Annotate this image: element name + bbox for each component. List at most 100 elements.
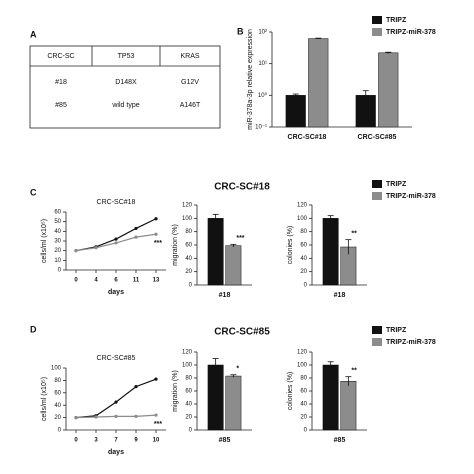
- group-title: CRC-SC#85: [214, 327, 270, 338]
- y-tick-label: 50: [54, 219, 61, 225]
- table-header: CRC-SC: [47, 53, 74, 60]
- line: [75, 378, 157, 419]
- panel-letter: C: [30, 187, 37, 197]
- y-tick-label: 20: [185, 269, 192, 275]
- y-tick-label: 20: [300, 269, 307, 275]
- y-axis-label: colonies (%): [287, 226, 294, 265]
- table: CRC-SC TP53 KRAS #18 D148X G12V #85 wild…: [29, 45, 221, 129]
- x-tick-label: 3: [94, 438, 98, 444]
- point: [74, 249, 78, 253]
- y-tick-label: 0: [189, 428, 193, 434]
- y-tick-label: 0: [58, 428, 62, 434]
- legend-swatch: [372, 16, 382, 24]
- x-tick-label: #18: [219, 292, 231, 299]
- y-tick-label: 40: [300, 256, 307, 262]
- y-axis-label: cells/ml (x10⁵): [41, 219, 48, 263]
- y-tick-label: 0: [189, 283, 193, 289]
- bar: [378, 52, 399, 128]
- y-tick-label: 60: [185, 243, 192, 249]
- y-tick-label: 30: [54, 239, 61, 245]
- x-tick-label: 13: [153, 278, 160, 284]
- point: [94, 246, 98, 250]
- bar: [285, 95, 306, 128]
- y-tick-label: 60: [185, 389, 192, 395]
- y-tick-label: 10⁰: [258, 92, 268, 99]
- point: [154, 217, 158, 221]
- y-tick-label: 10²: [258, 30, 267, 36]
- y-tick-label: 100: [297, 216, 308, 222]
- bar: [225, 245, 242, 286]
- y-tick-label: 40: [300, 402, 307, 408]
- x-tick-label: 10: [153, 438, 160, 444]
- y-axis-label: cells/ml (x10⁵): [41, 377, 48, 421]
- table-header: KRAS: [180, 53, 199, 60]
- chart-title: CRC-SC#85: [97, 355, 136, 362]
- y-tick-label: 10¹: [258, 61, 267, 67]
- y-tick-label: 80: [300, 229, 307, 235]
- x-tick-label: 0: [74, 278, 78, 284]
- y-tick-label: 60: [300, 243, 307, 249]
- table-cell: wild type: [111, 102, 139, 109]
- annotation: ***: [236, 235, 244, 242]
- bar: [207, 364, 224, 431]
- table-cell: #85: [55, 102, 67, 109]
- annotation: **: [351, 368, 357, 375]
- x-tick-label: 4: [94, 278, 98, 284]
- legend-swatch: [372, 338, 382, 346]
- y-tick-label: 100: [297, 363, 308, 369]
- point: [154, 413, 158, 417]
- point: [134, 385, 138, 389]
- y-tick-label: 80: [185, 376, 192, 382]
- y-tick-label: 100: [51, 366, 62, 372]
- legend-label: TRIPZ-miR-378: [386, 193, 436, 200]
- x-tick-label: #18: [334, 292, 346, 299]
- x-tick-label: CRC-SC#85: [358, 134, 397, 141]
- annotation: *: [236, 366, 239, 373]
- point: [114, 237, 118, 241]
- y-tick-label: 120: [182, 203, 193, 209]
- y-tick-label: 80: [300, 376, 307, 382]
- legend-label: TRIPZ: [386, 327, 407, 334]
- y-tick-label: 20: [54, 248, 61, 254]
- table-header: TP53: [118, 53, 135, 60]
- annotation: ***: [154, 240, 162, 247]
- point: [114, 400, 118, 404]
- bar: [322, 364, 339, 431]
- legend-swatch: [372, 192, 382, 200]
- table-cell: #18: [55, 79, 67, 86]
- x-axis-label: days: [108, 449, 124, 456]
- bar: [340, 381, 357, 431]
- y-tick-label: 60: [54, 210, 61, 216]
- x-tick-label: 11: [133, 278, 140, 284]
- y-tick-label: 40: [54, 229, 61, 235]
- y-tick-label: 0: [304, 428, 308, 434]
- y-tick-label: 0: [304, 283, 308, 289]
- point: [154, 377, 158, 381]
- group-title: CRC-SC#18: [214, 182, 270, 193]
- legend-swatch: [372, 28, 382, 36]
- point: [134, 414, 138, 418]
- legend-swatch: [372, 180, 382, 188]
- line: [75, 218, 157, 252]
- bar: [207, 218, 224, 286]
- y-axis-label: miR-378a-3p relative expression: [247, 29, 254, 130]
- legend-swatch: [372, 326, 382, 334]
- x-axis-label: days: [108, 289, 124, 296]
- y-tick-label: 20: [300, 415, 307, 421]
- y-tick-label: 60: [54, 390, 61, 396]
- point: [114, 414, 118, 418]
- y-tick-label: 20: [54, 415, 61, 421]
- y-tick-label: 0: [58, 268, 62, 274]
- legend-label: TRIPZ-miR-378: [386, 339, 436, 346]
- legend-label: TRIPZ: [386, 17, 407, 24]
- point: [94, 415, 98, 419]
- y-tick-label: 80: [54, 378, 61, 384]
- table-cell: D148X: [115, 79, 137, 86]
- y-axis-label: colonies (%): [287, 372, 294, 411]
- point: [114, 241, 118, 245]
- point: [154, 232, 158, 236]
- y-tick-label: 40: [185, 402, 192, 408]
- bar: [322, 218, 339, 286]
- y-tick-label: 40: [54, 403, 61, 409]
- y-tick-label: 80: [185, 229, 192, 235]
